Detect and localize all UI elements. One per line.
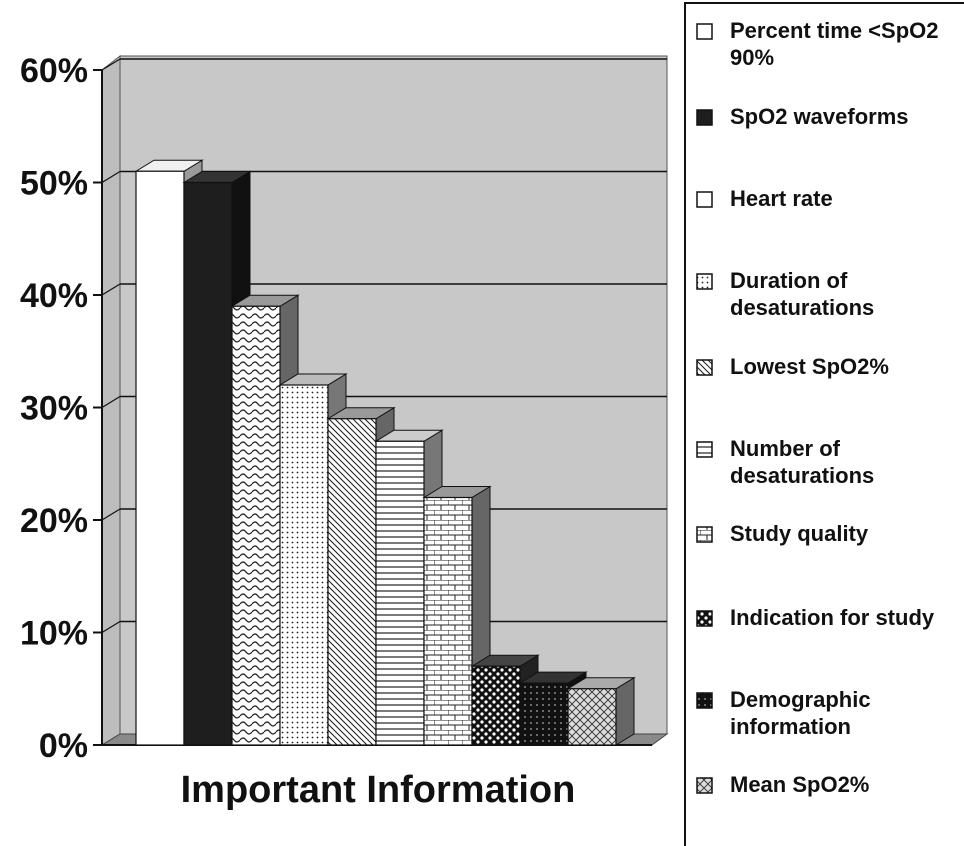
- legend-label: Heart rate: [730, 186, 833, 211]
- x-axis-label: Important Information: [181, 769, 576, 811]
- plot-side-wall: [101, 54, 121, 746]
- legend-item: Heart rate: [696, 186, 833, 211]
- y-tick-label: 30%: [20, 390, 88, 428]
- bars: [134, 159, 636, 746]
- gridline-side: [101, 170, 121, 184]
- y-axis: 0% 10% 20% 30% 40% 50% 60%: [20, 52, 652, 765]
- legend-label: Study quality: [730, 521, 869, 546]
- legend-box: [684, 2, 964, 846]
- bar: [327, 418, 377, 746]
- legend-swatch: [696, 692, 713, 709]
- gridline-side: [101, 395, 121, 409]
- legend-item: Indication for study: [696, 605, 935, 630]
- bar: [423, 496, 473, 746]
- legend-label: Percent time <SpO2: [730, 18, 938, 43]
- legend-swatch: [696, 273, 713, 290]
- legend-swatch: [696, 441, 713, 458]
- legend-item: Study quality: [696, 521, 869, 546]
- legend-label: SpO2 waveforms: [730, 104, 909, 129]
- bar: [279, 384, 329, 746]
- legend-label: 90%: [730, 45, 774, 70]
- legend-label: Duration of: [730, 268, 848, 293]
- legend-label: desaturations: [730, 295, 874, 320]
- legend-label: Number of: [730, 436, 841, 461]
- bar: [567, 688, 617, 746]
- y-tick-label: 10%: [20, 615, 88, 653]
- y-tick-label: 40%: [20, 277, 88, 315]
- legend-swatch: [696, 359, 713, 376]
- bar: [471, 665, 521, 746]
- gridline-side: [101, 508, 121, 521]
- bar: [231, 305, 281, 746]
- y-tick-label: 0%: [39, 727, 88, 765]
- legend-label: Lowest SpO2%: [730, 354, 889, 379]
- legend-swatch: [696, 23, 713, 40]
- gridline-side: [101, 620, 121, 634]
- legend-label: Mean SpO2%: [730, 772, 869, 797]
- bar-side: [615, 676, 635, 746]
- bar: [183, 181, 233, 746]
- bar-group: [566, 676, 636, 746]
- gridline-side: [101, 283, 121, 296]
- bar: [135, 170, 185, 746]
- legend-item: SpO2 waveforms: [696, 104, 909, 129]
- legend-swatch: [696, 109, 713, 126]
- legend-label: Demographic: [730, 687, 871, 712]
- y-tick-label: 20%: [20, 502, 88, 540]
- legend-label: Indication for study: [730, 605, 935, 630]
- y-tick-label: 50%: [20, 165, 88, 203]
- bar: [519, 682, 569, 746]
- legend-label: information: [730, 714, 851, 739]
- legend-swatch: [696, 610, 713, 627]
- legend-swatch: [696, 191, 713, 208]
- legend-item: Lowest SpO2%: [696, 354, 889, 379]
- legend-item: Mean SpO2%: [696, 772, 869, 797]
- legend-swatch: [696, 526, 713, 543]
- gridline-side: [101, 58, 121, 71]
- legend-label: desaturations: [730, 463, 874, 488]
- bar: [375, 440, 425, 746]
- legend-swatch: [696, 777, 713, 794]
- y-tick-label: 60%: [20, 52, 88, 90]
